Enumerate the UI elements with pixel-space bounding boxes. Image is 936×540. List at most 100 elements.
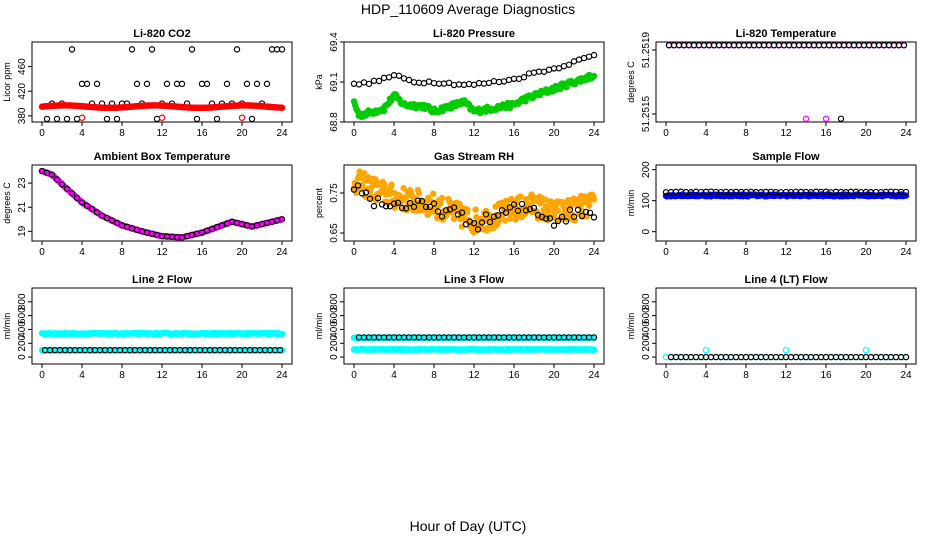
data-point (460, 81, 468, 89)
x-tick-label: 20 (236, 247, 248, 258)
x-tick-label: 8 (119, 128, 125, 139)
series-1 (350, 51, 598, 89)
x-tick-label: 24 (276, 128, 288, 139)
data-point (458, 209, 466, 216)
data-point (405, 76, 413, 84)
x-tick-label: 0 (39, 128, 45, 139)
data-point (73, 194, 81, 202)
data-point (78, 199, 86, 206)
data-point (545, 66, 553, 73)
x-tick-label: 12 (468, 247, 480, 258)
series-2 (802, 115, 830, 122)
data-point (554, 207, 562, 215)
data-point (438, 213, 446, 220)
data-point (482, 211, 490, 218)
x-tick-label: 24 (900, 128, 912, 139)
x-tick-label: 4 (703, 247, 709, 258)
y-axis-label: Licor ppm (2, 62, 12, 102)
x-tick-label: 16 (820, 247, 832, 258)
data-point (93, 209, 101, 216)
data-point (464, 206, 471, 214)
data-point (380, 107, 388, 115)
data-point (390, 72, 398, 79)
x-tick-label: 24 (276, 247, 288, 258)
data-point (578, 212, 586, 220)
x-tick-label: 12 (780, 247, 792, 258)
data-point (518, 200, 526, 208)
x-tick-label: 12 (156, 128, 168, 139)
y-tick-label: 21 (17, 201, 28, 213)
x-tick-label: 4 (79, 370, 85, 381)
data-point (450, 81, 458, 89)
data-point (203, 80, 211, 88)
panel-title: Gas Stream RH (434, 151, 514, 163)
y-tick-label: 400 (329, 321, 340, 338)
data-point (350, 186, 358, 193)
x-tick-label: 16 (508, 247, 520, 258)
data-point (366, 195, 374, 202)
series-2 (355, 334, 598, 341)
series-0 (662, 191, 910, 200)
series-0 (38, 167, 286, 241)
data-point (530, 69, 538, 76)
x-tick-label: 20 (548, 247, 560, 258)
x-tick-label: 8 (431, 370, 437, 381)
y-tick-label: 460 (17, 58, 28, 75)
data-point (502, 209, 510, 216)
x-tick-label: 20 (548, 370, 560, 381)
data-point (108, 217, 116, 224)
data-point (550, 222, 558, 229)
x-tick-label: 8 (743, 128, 749, 139)
data-point (502, 217, 509, 224)
data-point (278, 104, 286, 111)
y-tick-label: 800 (17, 293, 28, 310)
data-point (450, 204, 458, 211)
x-tick-label: 12 (156, 370, 168, 381)
y-tick-label: 380 (17, 107, 28, 124)
data-point (525, 70, 533, 77)
x-tick-label: 4 (391, 128, 397, 139)
data-point (375, 77, 383, 85)
data-point (398, 204, 406, 212)
data-point (414, 197, 422, 204)
data-point (53, 115, 61, 122)
data-point (486, 218, 494, 226)
data-point (83, 202, 91, 209)
panel-title: Li-820 Pressure (433, 28, 515, 40)
data-point (480, 80, 488, 87)
data-point (570, 213, 578, 220)
figure-title: HDP_110609 Average Diagnostics (360, 1, 576, 17)
data-point (133, 80, 141, 88)
data-point (445, 79, 453, 87)
x-tick-label: 24 (276, 370, 288, 381)
data-point (562, 206, 569, 214)
data-point (542, 196, 549, 203)
y-tick-label: 200 (17, 334, 28, 351)
data-point (415, 79, 423, 86)
data-point (350, 80, 358, 87)
series-1 (665, 42, 908, 49)
y-axis-label: percent (314, 187, 324, 218)
data-point (93, 80, 101, 88)
series-0 (38, 329, 286, 338)
data-point (430, 200, 438, 207)
data-point (361, 170, 368, 177)
panel-2: Li-820 Temperature 0 4 8 12 16 20 24 51.2515 51.2… (626, 28, 917, 139)
data-point (586, 202, 593, 209)
data-point (437, 199, 444, 207)
data-point (406, 199, 414, 207)
figure-xlabel: Hour of Day (UTC) (409, 518, 527, 534)
panel-title: Line 2 Flow (132, 274, 192, 286)
series-2 (78, 114, 246, 121)
data-point (505, 76, 513, 84)
points (38, 46, 286, 122)
data-point (381, 181, 388, 188)
data-point (253, 80, 261, 88)
data-point (48, 171, 56, 178)
data-point (388, 181, 395, 188)
x-tick-label: 0 (663, 128, 669, 139)
points (662, 346, 910, 361)
data-point (382, 203, 390, 210)
data-point (370, 202, 378, 210)
x-tick-label: 4 (391, 247, 397, 258)
